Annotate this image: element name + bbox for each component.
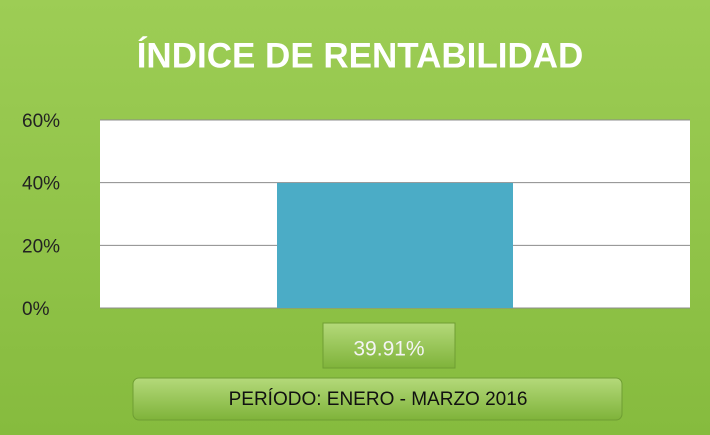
y-tick-label: 60% <box>22 111 60 132</box>
y-tick-label: 0% <box>22 299 50 320</box>
y-tick-label: 20% <box>22 236 60 257</box>
chart-title: ÍNDICE DE RENTABILIDAD <box>137 35 584 75</box>
value-label-box <box>322 322 456 369</box>
y-tick-label: 40% <box>22 174 60 195</box>
x-label-box <box>132 377 623 421</box>
bar <box>277 182 513 308</box>
x-axis-label: PERÍODO: ENERO - MARZO 2016 <box>229 389 528 410</box>
value-label: 39.91% <box>353 338 424 361</box>
